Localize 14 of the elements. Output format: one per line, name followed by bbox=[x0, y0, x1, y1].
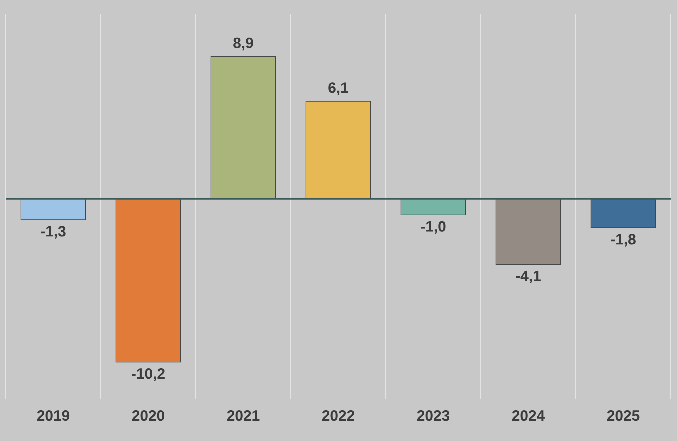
data-label: -1,0 bbox=[421, 221, 446, 234]
x-tick-label: 2023 bbox=[417, 410, 450, 422]
x-tick-label: 2022 bbox=[322, 410, 355, 422]
data-label: -10,2 bbox=[132, 368, 165, 382]
x-tick-label: 2019 bbox=[37, 410, 70, 422]
x-tick-label: 2024 bbox=[512, 410, 546, 422]
x-tick-label: 2021 bbox=[227, 410, 260, 422]
x-tick-label: 2025 bbox=[607, 410, 640, 422]
data-label: -1,3 bbox=[41, 226, 66, 239]
data-label: 8,9 bbox=[234, 38, 254, 51]
data-label: 6,1 bbox=[328, 82, 348, 96]
data-label: -4,1 bbox=[516, 270, 541, 284]
data-label: -1,8 bbox=[611, 234, 636, 247]
x-tick-label: 2020 bbox=[132, 410, 164, 422]
